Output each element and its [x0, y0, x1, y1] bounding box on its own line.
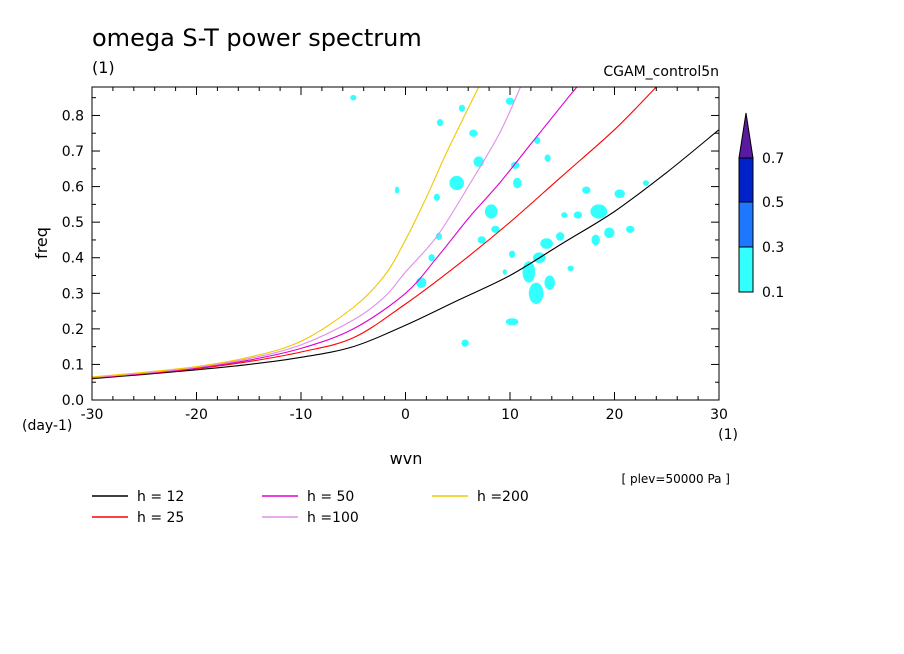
contour-blob	[582, 186, 591, 194]
contour-blob	[561, 212, 568, 218]
contour-blob	[469, 129, 478, 137]
y-axis-label: freq	[32, 227, 51, 259]
y-tick-label: 0.4	[62, 251, 84, 267]
y-tick-label: 0.1	[62, 357, 84, 373]
chart-subtitle: (1)	[92, 58, 115, 77]
y-unit-label: (day-1)	[22, 418, 72, 434]
y-tick-label: 0.8	[62, 108, 84, 124]
x-tick-label: 20	[606, 407, 624, 423]
contour-blob	[591, 234, 600, 246]
y-tick-label: 0.6	[62, 180, 84, 196]
colorbar-label: 0.5	[762, 195, 784, 211]
y-tick-label: 0.3	[62, 286, 84, 302]
contour-blob	[534, 136, 541, 144]
y-tick-label: 0.0	[62, 393, 84, 409]
x-tick-label: 10	[501, 407, 519, 423]
contour-blob	[449, 175, 465, 191]
series-line-0	[92, 129, 719, 380]
y-tick-label: 0.5	[62, 215, 84, 231]
legend-label-2: h = 50	[307, 489, 354, 505]
chart-title: omega S-T power spectrum	[92, 24, 422, 52]
legend: h = 12 h = 25 h = 50 h =100 h =200	[92, 489, 529, 526]
plot-frame	[91, 86, 720, 401]
x-tick-label: -20	[185, 407, 208, 423]
series-line-2	[92, 87, 578, 379]
colorbar-box	[738, 157, 754, 203]
series-line-3	[92, 87, 522, 378]
legend-label-4: h =200	[477, 489, 529, 505]
dataset-label: CGAM_control5n	[603, 64, 719, 80]
contour-blob	[350, 94, 357, 101]
contour-blob	[513, 177, 522, 189]
contour-blob	[505, 97, 515, 105]
curve-layer	[92, 87, 719, 380]
contour-blob	[458, 104, 465, 112]
contour-blob	[556, 232, 565, 241]
contour-blob	[484, 204, 498, 219]
contour-blob	[395, 186, 400, 194]
colorbar: 0.1 0.3 0.5 0.7	[738, 112, 784, 301]
x-axis: -30 -20 -10 0 10 20 30	[81, 87, 728, 423]
legend-label-1: h = 25	[137, 510, 184, 526]
x-tick-label: -30	[81, 407, 104, 423]
colorbar-label: 0.7	[762, 151, 784, 167]
contour-blob	[590, 204, 608, 219]
contour-blob	[642, 180, 650, 186]
contour-blob	[477, 236, 486, 244]
colorbar-box	[738, 201, 754, 248]
x-unit-label: (1)	[718, 427, 738, 443]
colorbar-label: 0.3	[762, 240, 784, 256]
y-tick-label: 0.2	[62, 322, 84, 338]
contour-blob	[502, 269, 507, 275]
contour-blob	[435, 232, 442, 240]
x-tick-label: -10	[290, 407, 313, 423]
x-axis-label: wvn	[390, 449, 423, 468]
contour-blob	[505, 318, 519, 326]
contour-blob	[491, 225, 500, 233]
contour-blob	[540, 238, 553, 249]
contour-blob	[436, 119, 444, 127]
contour-blob	[433, 193, 440, 201]
level-note: [ plev=50000 Pa ]	[621, 472, 730, 486]
y-axis: 0.0 0.1 0.2 0.3 0.4 0.5 0.6 0.7 0.8	[62, 97, 719, 409]
contour-blob	[567, 265, 574, 272]
contour-blob	[604, 227, 615, 239]
y-tick-label: 0.7	[62, 144, 84, 160]
contour-blob	[528, 282, 544, 304]
contour-blob	[428, 254, 435, 262]
colorbar-box	[738, 246, 754, 293]
colorbar-extend-arrow	[738, 112, 754, 159]
legend-label-0: h = 12	[137, 489, 184, 505]
contour-blob	[473, 156, 484, 167]
contour-blob	[573, 211, 583, 219]
contour-blob	[527, 271, 535, 280]
series-line-4	[92, 87, 480, 378]
contour-blob	[508, 250, 516, 258]
x-tick-label: 30	[710, 407, 728, 423]
contour-blob	[626, 225, 635, 233]
contour-blob	[544, 275, 555, 290]
contour-blob	[544, 154, 551, 162]
series-line-1	[92, 87, 657, 379]
contour-blob	[416, 277, 427, 288]
legend-label-3: h =100	[307, 510, 359, 526]
contour-blob	[461, 339, 469, 347]
x-tick-label: 0	[401, 407, 410, 423]
contour-blob	[614, 189, 625, 198]
colorbar-label: 0.1	[762, 285, 784, 301]
